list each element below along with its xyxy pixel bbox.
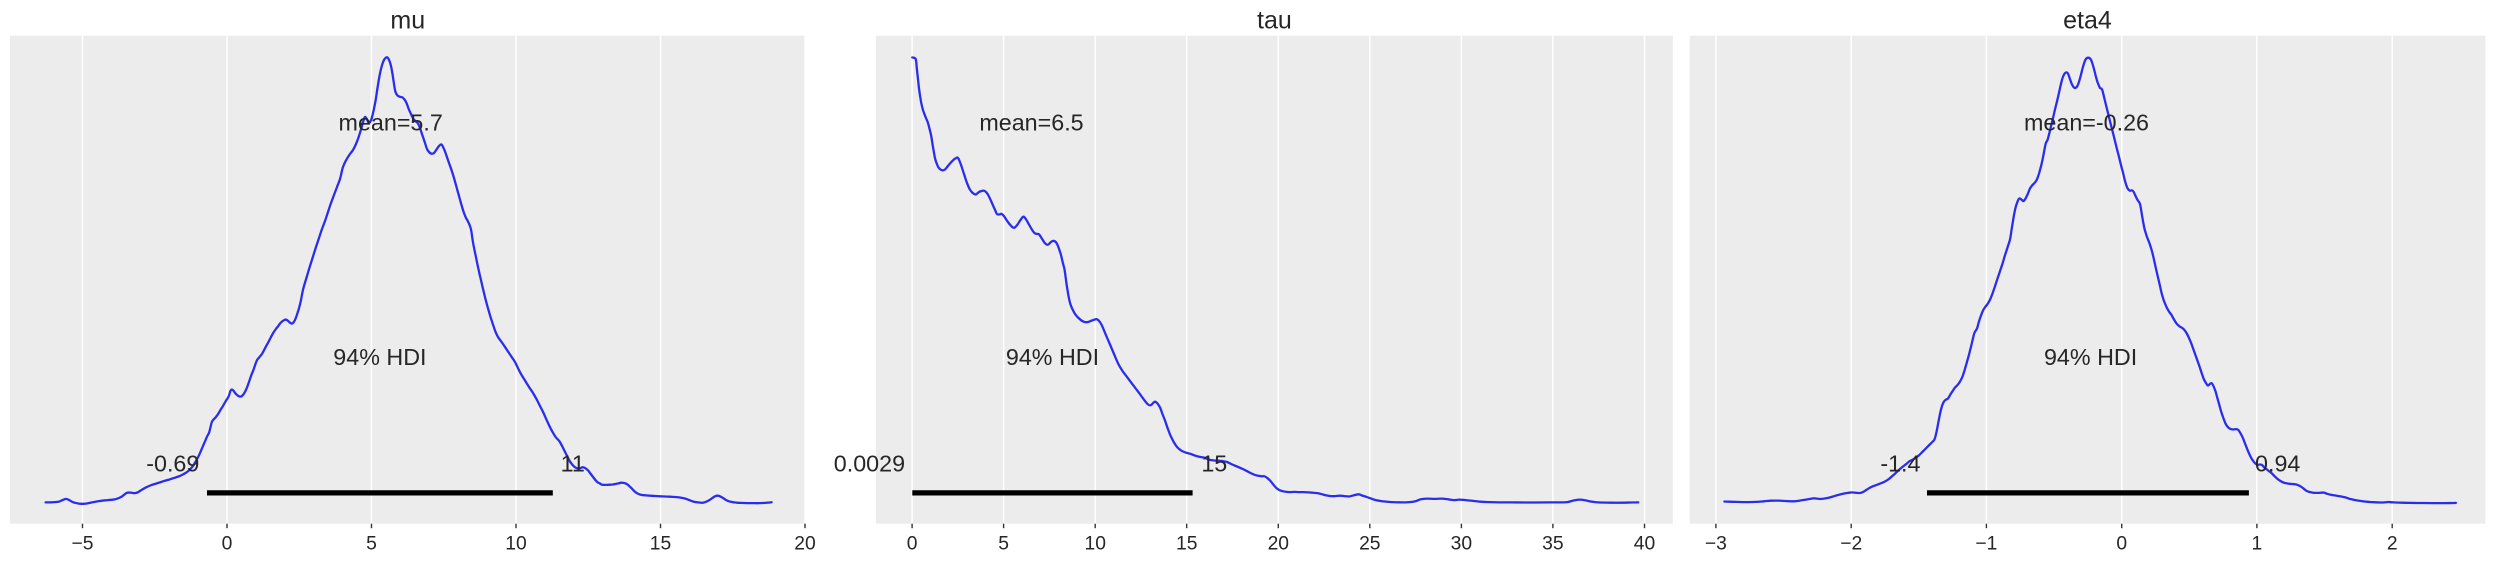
svg-text:20: 20 bbox=[794, 534, 815, 555]
svg-text:0.0029: 0.0029 bbox=[834, 450, 905, 476]
svg-text:15: 15 bbox=[1201, 450, 1227, 476]
svg-text:25: 25 bbox=[1359, 534, 1380, 555]
svg-text:94% HDI: 94% HDI bbox=[333, 344, 426, 370]
svg-text:20: 20 bbox=[1268, 534, 1289, 555]
svg-text:−2: −2 bbox=[1840, 534, 1862, 555]
svg-text:15: 15 bbox=[1176, 534, 1197, 555]
svg-text:0: 0 bbox=[907, 534, 918, 555]
svg-text:0: 0 bbox=[222, 534, 233, 555]
svg-text:5: 5 bbox=[998, 534, 1009, 555]
svg-text:mean=5.7: mean=5.7 bbox=[339, 110, 443, 136]
svg-text:−1: −1 bbox=[1975, 534, 1997, 555]
svg-text:10: 10 bbox=[505, 534, 526, 555]
svg-text:15: 15 bbox=[650, 534, 671, 555]
svg-text:0.94: 0.94 bbox=[2255, 450, 2300, 476]
svg-text:mean=6.5: mean=6.5 bbox=[979, 110, 1083, 136]
svg-text:10: 10 bbox=[1084, 534, 1105, 555]
svg-text:40: 40 bbox=[1634, 534, 1655, 555]
svg-text:eta4: eta4 bbox=[2063, 7, 2112, 35]
svg-text:−3: −3 bbox=[1705, 534, 1727, 555]
svg-text:mean=-0.26: mean=-0.26 bbox=[2024, 110, 2149, 136]
svg-text:94% HDI: 94% HDI bbox=[2044, 344, 2137, 370]
svg-text:5: 5 bbox=[366, 534, 377, 555]
svg-text:94% HDI: 94% HDI bbox=[1006, 344, 1099, 370]
svg-text:mu: mu bbox=[390, 7, 425, 35]
svg-text:11: 11 bbox=[561, 450, 585, 476]
svg-text:−5: −5 bbox=[72, 534, 94, 555]
svg-text:0: 0 bbox=[2116, 534, 2127, 555]
svg-text:35: 35 bbox=[1542, 534, 1563, 555]
svg-text:1: 1 bbox=[2252, 534, 2263, 555]
svg-text:-1.4: -1.4 bbox=[1880, 450, 1920, 476]
svg-text:-0.69: -0.69 bbox=[146, 450, 199, 476]
svg-text:30: 30 bbox=[1451, 534, 1472, 555]
svg-text:tau: tau bbox=[1257, 7, 1292, 35]
svg-text:2: 2 bbox=[2387, 534, 2398, 555]
